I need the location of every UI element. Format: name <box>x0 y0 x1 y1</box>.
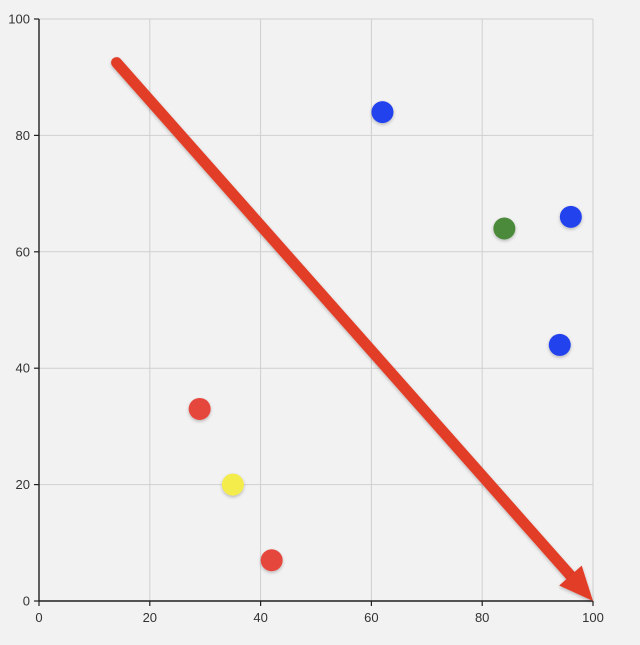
y-tick-label-1: 20 <box>16 477 30 492</box>
data-point-2 <box>559 205 582 228</box>
data-points <box>188 101 582 572</box>
y-tick-label-0: 0 <box>23 594 30 609</box>
data-point-3 <box>548 333 571 356</box>
grid <box>39 18 594 601</box>
x-tick-label-3: 60 <box>364 610 378 625</box>
axes: 0 20 40 60 80 100 0 20 40 60 80 100 <box>8 12 604 626</box>
y-tick-label-4: 80 <box>16 128 30 143</box>
y-tick-label-3: 60 <box>16 244 30 259</box>
arrow-shaft <box>111 57 579 585</box>
data-point-6 <box>260 549 283 572</box>
trend-arrow <box>111 57 593 601</box>
x-tick-label-2: 40 <box>253 610 267 625</box>
x-tick-label-1: 20 <box>143 610 157 625</box>
x-tick-label-4: 80 <box>475 610 489 625</box>
data-point-1 <box>493 217 516 240</box>
arrow-head <box>559 565 593 601</box>
data-point-5 <box>221 473 244 496</box>
x-tick-label-5: 100 <box>582 610 604 625</box>
x-tick-label-0: 0 <box>35 610 42 625</box>
data-point-0 <box>371 101 394 124</box>
data-point-4 <box>188 397 211 420</box>
y-tick-label-5: 100 <box>8 12 30 27</box>
y-tick-label-2: 40 <box>16 361 30 376</box>
